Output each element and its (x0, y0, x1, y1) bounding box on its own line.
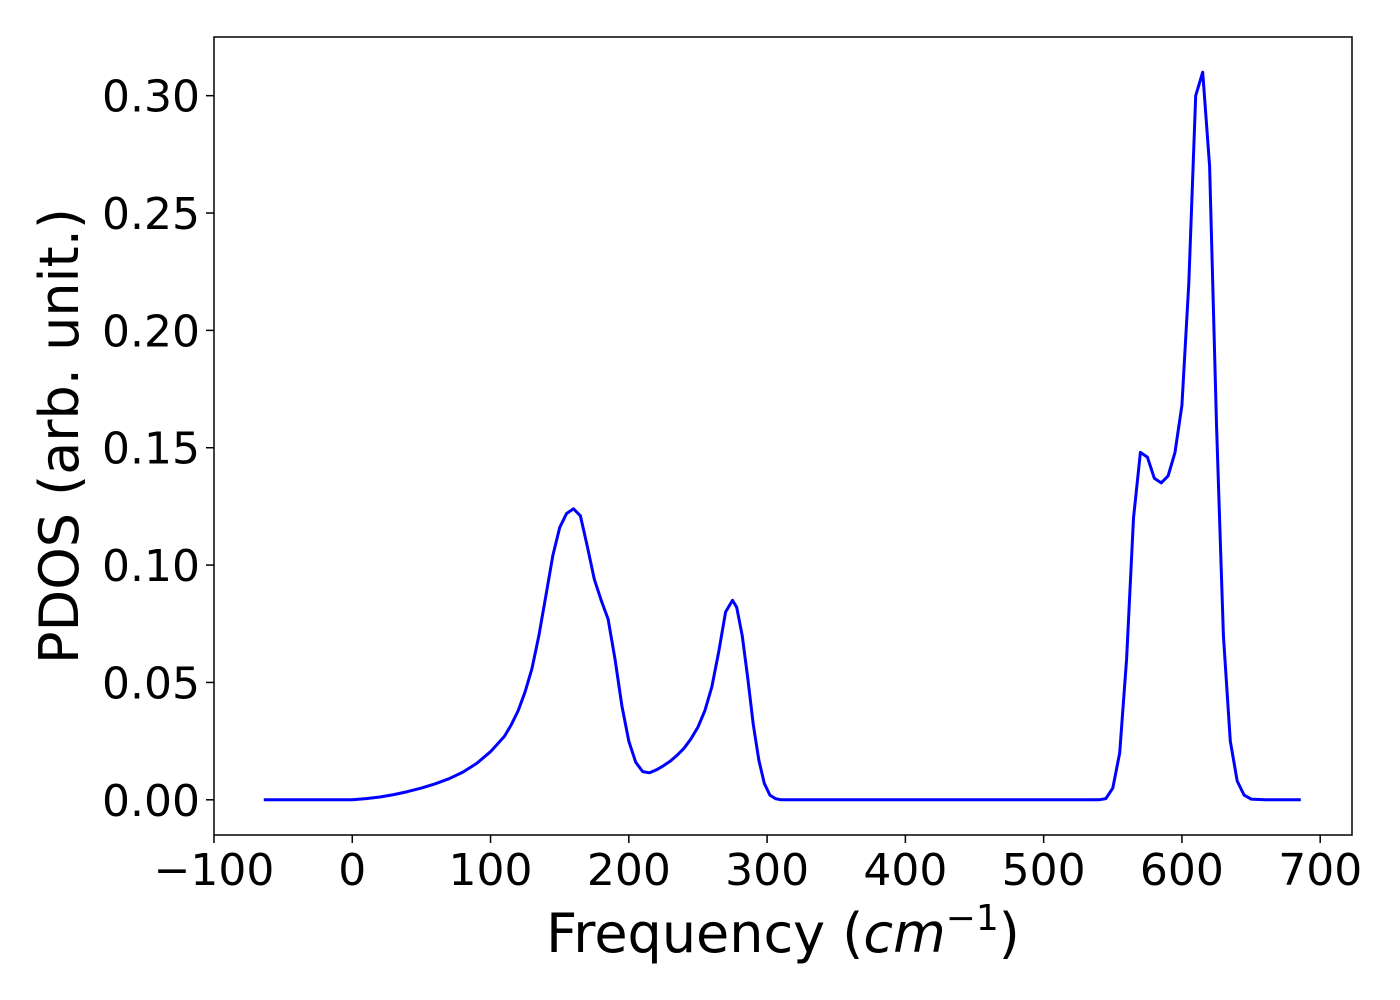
x-tick-label: −100 (154, 845, 275, 896)
y-tick-label: 0.25 (102, 189, 200, 240)
y-tick-label: 0.15 (102, 424, 200, 475)
plot-area-frame (213, 36, 1353, 836)
series-layer (263, 70, 1301, 802)
x-axis-label-main: Frequency ( (546, 902, 863, 965)
y-tick-label: 0.05 (102, 658, 200, 709)
x-axis-label-close: ) (999, 902, 1020, 965)
x-tick-label: 300 (725, 845, 809, 896)
y-axis-label: PDOS (arb. unit.) (28, 208, 91, 664)
y-tick-label: 0.20 (102, 306, 200, 357)
pdos-series-line (263, 70, 1301, 802)
y-tick-label: 0.10 (102, 541, 200, 592)
y-tick-label: 0.30 (102, 72, 200, 123)
x-tick-label: 400 (863, 845, 947, 896)
x-axis-ticks: −100 0 100 200 300 400 500 600 700 (154, 835, 1362, 896)
x-tick-label: 0 (338, 845, 366, 896)
x-axis-label-math-base: cm (863, 902, 945, 965)
x-tick-label: 500 (1002, 845, 1086, 896)
x-tick-label: 600 (1140, 845, 1224, 896)
y-tick-label: 0.00 (102, 776, 200, 827)
y-axis-ticks: 0.00 0.05 0.10 0.15 0.20 0.25 0.30 (102, 72, 214, 827)
x-tick-label: 100 (449, 845, 533, 896)
x-axis-label: Frequency (cm−1) (546, 898, 1020, 965)
x-axis-label-math-sup: −1 (946, 898, 999, 939)
x-tick-label: 700 (1278, 845, 1362, 896)
x-tick-label: 200 (587, 845, 671, 896)
